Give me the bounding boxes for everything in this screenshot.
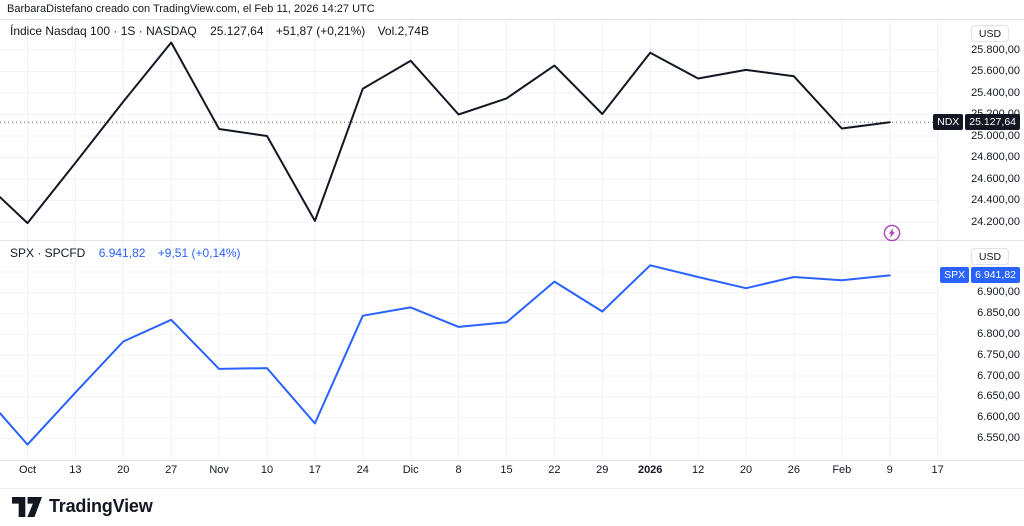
tradingview-logo-icon <box>12 496 42 517</box>
x-axis-label: 20 <box>739 464 753 476</box>
x-axis-label: 17 <box>931 464 944 476</box>
ndx-volume: Vol.2,74B <box>377 24 429 38</box>
ndx-change: +51,87 (+0,21%) <box>275 24 366 38</box>
x-axis-label: 17 <box>308 464 322 476</box>
spx-last-price-badge: SPX 6.941,82 <box>940 267 1020 284</box>
y-axis-label: 24.800,00 <box>971 151 1020 163</box>
y-axis-label: 25.400,00 <box>971 86 1020 99</box>
y-axis-label: 6.900,00 <box>977 286 1020 299</box>
y-axis-label: 6.650,00 <box>977 390 1020 403</box>
x-axis-label: 9 <box>886 464 893 476</box>
x-axis-label: Dic <box>402 464 419 476</box>
x-axis-label: 13 <box>69 464 82 476</box>
widget-bottom-border <box>0 488 1024 489</box>
y-axis-label: 24.600,00 <box>971 172 1020 185</box>
ndx-series-line <box>0 41 891 225</box>
ndx-price-chip: 25.127,64 <box>965 114 1020 131</box>
x-axis-label: Feb <box>832 464 852 476</box>
spx-last-price: 6.941,82 <box>98 246 146 260</box>
spx-symbol-chip: SPX <box>940 267 970 284</box>
x-axis-label: 2026 <box>637 464 663 476</box>
y-axis-label: 24.400,00 <box>971 194 1020 206</box>
spx-price-chip: 6.941,82 <box>971 267 1020 284</box>
ndx-symbol-description: Índice Nasdaq 100 · 1S · NASDAQ <box>10 24 197 38</box>
ndx-legend: Índice Nasdaq 100 · 1S · NASDAQ 25.127,6… <box>10 24 438 38</box>
x-axis-label: 22 <box>548 464 561 476</box>
spx-symbol-description: SPX · SPCFD <box>10 246 86 260</box>
ndx-symbol-chip: NDX <box>933 114 964 131</box>
price-axis[interactable]: 25.800,0025.600,0025.400,0025.200,0025.0… <box>940 0 1024 460</box>
y-axis-label: 25.800,00 <box>971 43 1020 56</box>
attribution-text: BarbaraDistefano creado con TradingView.… <box>7 3 375 15</box>
pane-separator[interactable] <box>0 240 1024 241</box>
y-axis-label: 6.850,00 <box>977 307 1020 320</box>
chart-top-border <box>0 19 1024 20</box>
flash-icon[interactable] <box>882 223 902 243</box>
tradingview-wordmark: TradingView <box>49 496 153 516</box>
x-axis-label: 12 <box>691 464 705 476</box>
y-axis-label: 6.600,00 <box>977 411 1020 424</box>
y-axis-label: 25.000,00 <box>971 129 1020 142</box>
x-axis-label: 24 <box>356 464 369 476</box>
ndx-last-price-badge: NDX 25.127,64 <box>933 114 1020 131</box>
y-axis-label: 6.550,00 <box>977 431 1020 444</box>
x-axis-label: 27 <box>165 464 178 476</box>
y-axis-label: 25.600,00 <box>971 65 1020 77</box>
x-axis-label: 26 <box>787 464 801 476</box>
ndx-currency-chip: USD <box>971 25 1009 42</box>
x-axis-label: Nov <box>209 464 229 476</box>
y-axis-label: 6.800,00 <box>977 327 1020 340</box>
x-axis-label: 29 <box>596 464 609 476</box>
y-axis-label: 24.200,00 <box>971 215 1020 228</box>
x-axis-label: 15 <box>500 464 513 476</box>
spx-currency-chip: USD <box>971 248 1009 265</box>
x-axis-label: 20 <box>117 464 130 476</box>
time-axis[interactable]: Oct 13 20 27 Nov 10 17 24 Dic 8 15 22 29 2026 12 20 26 Fe… <box>0 460 944 484</box>
spx-series-line <box>0 264 891 446</box>
ndx-last-price: 25.127,64 <box>210 24 264 38</box>
y-axis-label: 6.700,00 <box>977 369 1020 382</box>
spx-legend: SPX · SPCFD 6.941,82 +9,51 (+0,14%) <box>10 246 250 260</box>
y-axis-label: 6.750,00 <box>977 348 1020 361</box>
x-axis-label: 8 <box>455 464 462 476</box>
spx-change: +9,51 (+0,14%) <box>157 246 241 260</box>
x-axis-label: 10 <box>260 464 274 476</box>
time-axis-border <box>0 460 1024 461</box>
tradingview-branding[interactable]: TradingView <box>12 496 153 517</box>
x-axis-label: Oct <box>18 464 37 476</box>
